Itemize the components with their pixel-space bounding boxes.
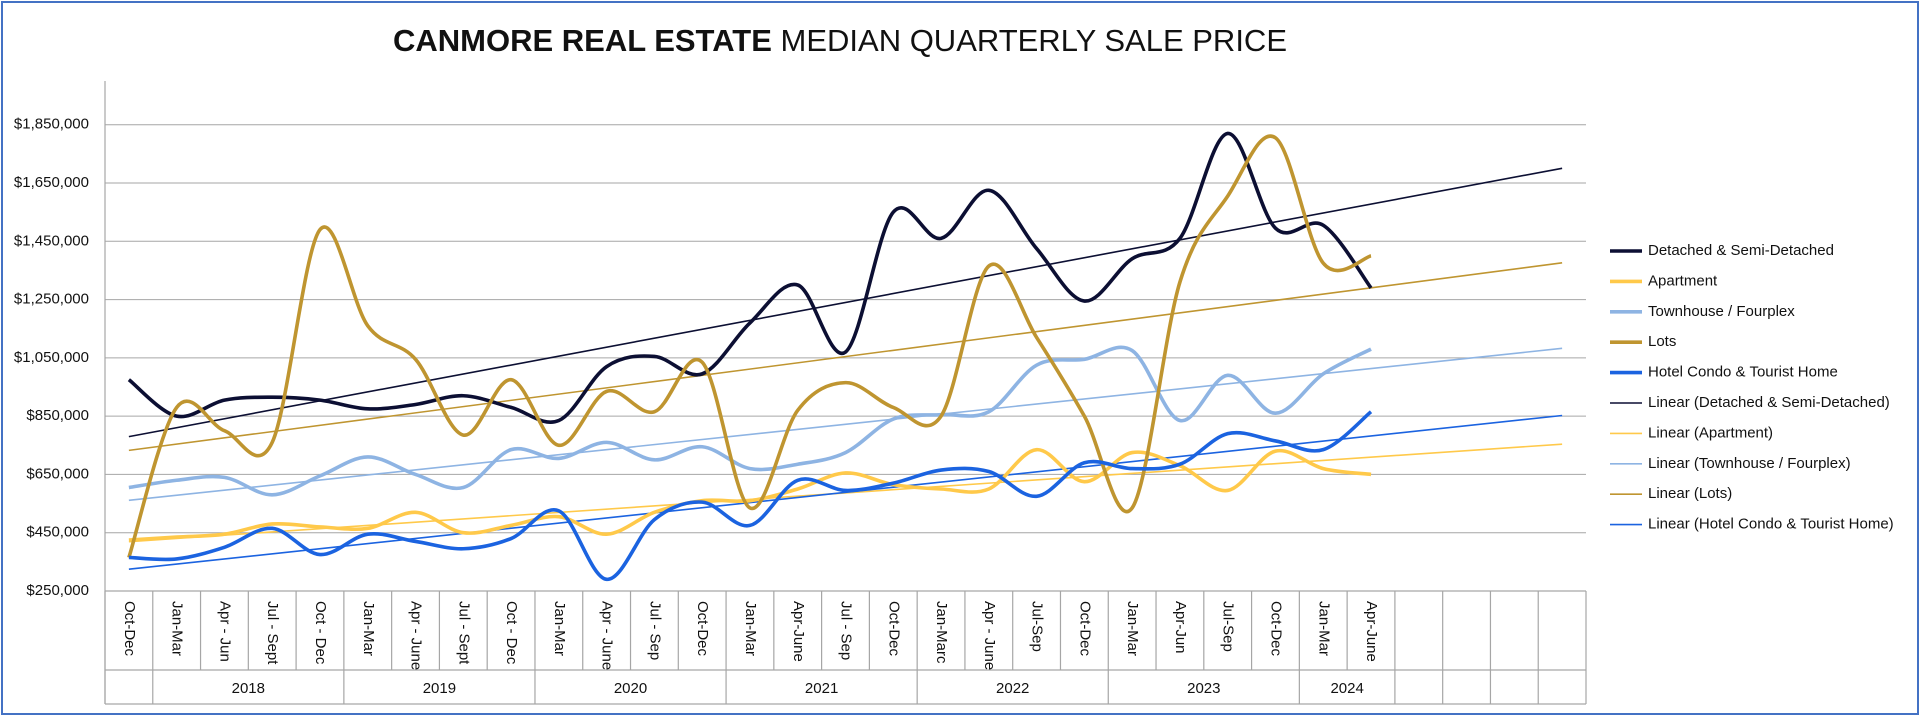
- legend-label: Linear (Townhouse / Fourplex): [1648, 455, 1851, 472]
- y-tick-label: $1,250,000: [14, 291, 89, 308]
- x-tick-label: Apr-June: [1363, 601, 1380, 662]
- x-tick-label: Oct-Dec: [1076, 601, 1093, 657]
- series-line: [127, 134, 1372, 559]
- x-tick-label: Oct - Dec: [503, 601, 520, 665]
- x-tick-label: Jan-Mar: [1315, 601, 1332, 656]
- y-tick-label: $1,050,000: [14, 349, 89, 366]
- chart-title-space: [772, 23, 781, 58]
- series-line: [128, 447, 1372, 542]
- y-tick-label: $1,450,000: [14, 232, 89, 249]
- legend-label: Linear (Lots): [1648, 485, 1732, 502]
- x-tick-label: Jul - Sept: [264, 601, 281, 665]
- chart-title-group: CANMORE REAL ESTATE MEDIAN QUARTERLY SAL…: [393, 23, 1287, 58]
- y-tick-label: $250,000: [26, 582, 89, 599]
- x-tick-label: Oct - Dec: [312, 601, 329, 665]
- year-label: 2018: [232, 680, 265, 697]
- x-tick-label: Jan-Mar: [169, 601, 186, 656]
- x-tick-label: Jul - Sept: [455, 601, 472, 665]
- x-tick-label: Oct-Dec: [121, 601, 138, 657]
- chart-title: MEDIAN QUARTERLY SALE PRICE: [781, 23, 1287, 58]
- x-tick-label: Jan-Mar: [742, 601, 759, 656]
- chart-title-bold: CANMORE REAL ESTATE: [393, 23, 772, 58]
- legend-label: Linear (Apartment): [1648, 424, 1773, 441]
- y-tick-label: $850,000: [26, 407, 89, 424]
- trend-line: [128, 167, 1563, 438]
- x-tick-label: Apr - June: [599, 601, 616, 670]
- x-tick-label: Jul-Sep: [1029, 601, 1046, 652]
- x-tick-label: Apr-June: [790, 601, 807, 662]
- x-tick-label: Jul - Sep: [646, 601, 663, 660]
- year-label: 2021: [805, 680, 838, 697]
- x-tick-label: Jan-Mar: [360, 601, 377, 656]
- x-tick-label: Jul - Sep: [838, 601, 855, 660]
- year-label: 2023: [1187, 680, 1220, 697]
- x-tick-label: Apr - Jun: [216, 601, 233, 662]
- x-tick-label: Apr - June: [408, 601, 425, 670]
- x-tick-label: Oct-Dec: [694, 601, 711, 657]
- series-line: [128, 345, 1372, 497]
- year-label: 2022: [996, 680, 1029, 697]
- y-tick-label: $1,650,000: [14, 174, 89, 191]
- x-tick-label: Oct-Dec: [885, 601, 902, 657]
- legend-label: Hotel Condo & Tourist Home: [1648, 364, 1838, 381]
- series-line: [127, 131, 1373, 424]
- x-tick-label: Apr-Jun: [1172, 601, 1189, 654]
- year-label: 2020: [614, 680, 647, 697]
- legend-label: Linear (Detached & Semi-Detached): [1648, 394, 1890, 411]
- trend-line: [128, 414, 1563, 571]
- legend-label: Apartment: [1648, 272, 1718, 289]
- y-tick-label: $650,000: [26, 465, 89, 482]
- x-tick-label: Oct-Dec: [1267, 601, 1284, 657]
- x-tick-label: Jan-Mar: [1124, 601, 1141, 656]
- legend-label: Detached & Semi-Detached: [1648, 242, 1834, 259]
- legend-label: Linear (Hotel Condo & Tourist Home): [1648, 516, 1894, 533]
- year-label: 2019: [423, 680, 456, 697]
- y-tick-label: $450,000: [26, 524, 89, 541]
- trend-line: [128, 261, 1563, 452]
- year-label: 2024: [1330, 680, 1363, 697]
- x-tick-label: Apr - June: [981, 601, 998, 670]
- x-tick-label: Jan-Marc: [933, 601, 950, 664]
- y-tick-label: $1,850,000: [14, 116, 89, 133]
- series-line: [128, 410, 1373, 582]
- legend-label: Townhouse / Fourplex: [1648, 303, 1795, 320]
- legend-label: Lots: [1648, 333, 1676, 350]
- x-tick-label: Jul-Sep: [1220, 601, 1237, 652]
- x-tick-label: Jan-Mar: [551, 601, 568, 656]
